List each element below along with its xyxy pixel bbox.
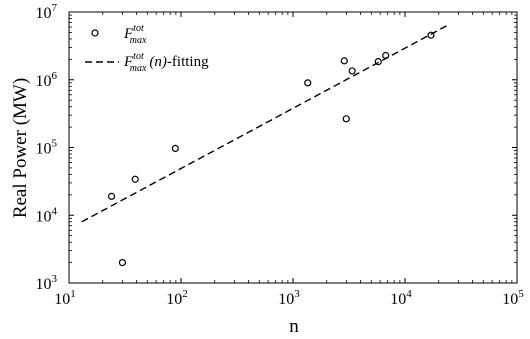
y-tick-label: 107	[36, 2, 58, 22]
fit-line	[81, 23, 450, 223]
x-tick-label: 104	[390, 288, 412, 308]
data-point	[342, 115, 350, 123]
legend-label-fit: Ftot max (n)-fitting	[123, 51, 209, 74]
data-point	[118, 259, 127, 267]
y-tick-label: 104	[36, 205, 58, 225]
legend-label-data: Ftot max	[123, 23, 147, 46]
y-tick-label: 106	[36, 70, 58, 90]
data-point	[304, 79, 312, 87]
legend: Ftot max Ftot max (n)-fitting	[85, 23, 209, 74]
y-tick-label: 105	[36, 138, 58, 158]
data-point	[340, 57, 348, 65]
x-tick-label: 102	[166, 288, 188, 308]
x-tick-label: 105	[502, 288, 524, 308]
y-axis-label: Real Power (MW)	[10, 78, 31, 218]
x-tick-label: 101	[54, 288, 76, 308]
data-point	[348, 67, 356, 75]
legend-marker-circle	[91, 29, 99, 37]
data-point	[107, 192, 116, 200]
ticks: 101 102 103 104 105 103 104 105 106 107	[36, 2, 525, 308]
data-point	[171, 144, 179, 152]
x-axis-label: n	[289, 316, 299, 337]
x-tick-label: 103	[278, 288, 300, 308]
data-point	[131, 175, 139, 183]
y-tick-label: 103	[36, 273, 58, 293]
data-layer	[81, 23, 450, 267]
